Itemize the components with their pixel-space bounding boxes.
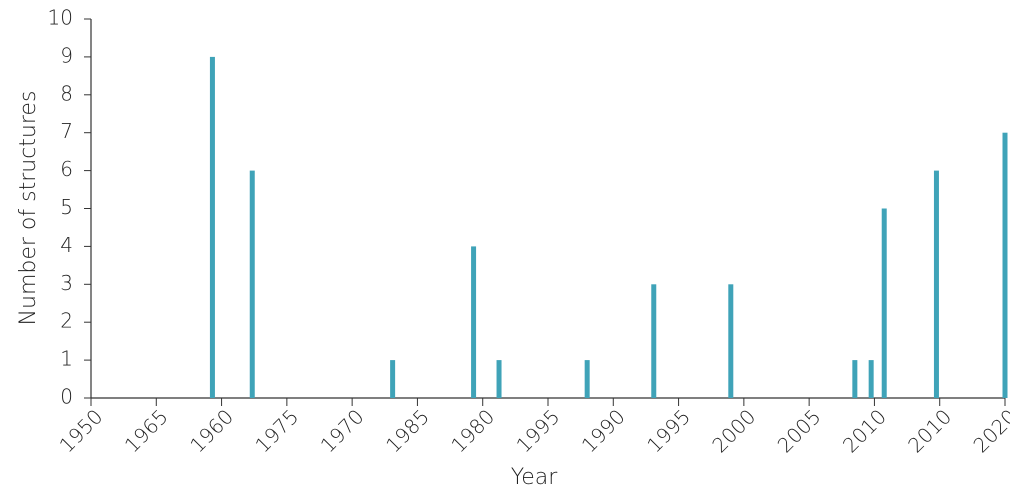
x-tick-label: 2010 xyxy=(838,404,891,457)
x-tick-label: 2020 xyxy=(968,404,1010,457)
y-tick-label: 1 xyxy=(60,347,73,371)
y-tick-label: 9 xyxy=(60,43,73,67)
x-tick-label: 1965 xyxy=(120,404,173,457)
y-tick-label: 10 xyxy=(48,6,73,30)
x-tick-label: 2000 xyxy=(707,404,760,457)
x-tick-label: 1990 xyxy=(577,404,630,457)
y-tick-label: 8 xyxy=(60,81,73,105)
y-axis-title: Number of structures xyxy=(16,91,41,326)
bar xyxy=(249,170,255,398)
bar xyxy=(584,360,590,398)
bar xyxy=(496,360,502,398)
x-tick-label: 1970 xyxy=(316,404,369,457)
x-axis-ticks: 1950 1965 1960 1975 1970 1985 1980 1995 1990 1995… xyxy=(54,398,1010,457)
bar xyxy=(868,360,874,398)
bar xyxy=(1002,132,1008,398)
x-tick-label: 1980 xyxy=(446,404,499,457)
y-tick-label: 4 xyxy=(60,233,73,257)
bar xyxy=(881,208,887,398)
x-tick-label: 1995 xyxy=(511,404,564,457)
bar xyxy=(728,284,734,398)
bar xyxy=(209,56,215,399)
y-tick-label: 7 xyxy=(60,119,73,143)
bar xyxy=(933,170,939,398)
bar xyxy=(471,246,477,398)
x-axis-title: Year xyxy=(511,465,559,490)
chart-bars xyxy=(209,56,1008,399)
bar xyxy=(852,360,858,398)
x-tick-label: 1985 xyxy=(381,404,434,457)
chart-axes xyxy=(90,19,1005,399)
bar xyxy=(390,360,396,398)
x-tick-label: 1950 xyxy=(54,404,107,457)
x-tick-label: 2010 xyxy=(903,404,956,457)
y-axis-ticks: 0 1 2 3 4 5 6 7 8 9 10 xyxy=(48,6,91,409)
x-tick-label: 1995 xyxy=(642,404,695,457)
y-tick-label: 5 xyxy=(60,195,73,219)
bar xyxy=(651,284,657,398)
x-tick-label: 1975 xyxy=(250,404,303,457)
y-tick-label: 6 xyxy=(60,157,73,181)
y-tick-label: 3 xyxy=(60,271,73,295)
x-tick-label: 2005 xyxy=(773,404,826,457)
y-tick-label: 0 xyxy=(60,385,73,409)
y-tick-label: 2 xyxy=(60,309,73,333)
x-tick-label: 1960 xyxy=(185,404,238,457)
